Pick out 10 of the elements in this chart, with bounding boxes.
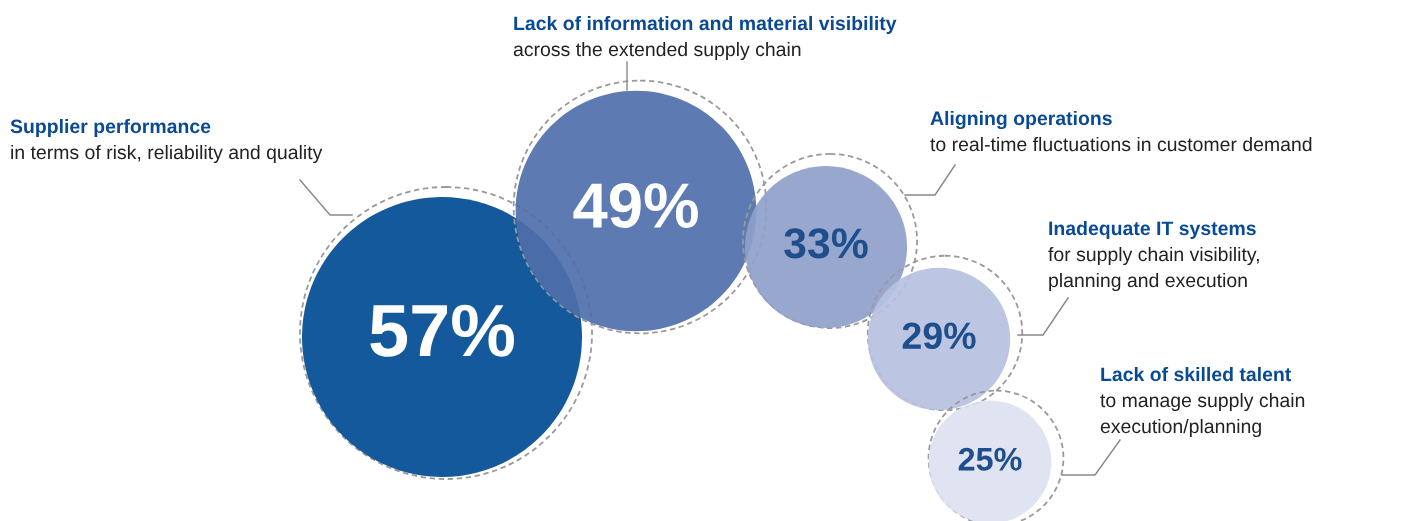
category-label: Supplier performance in terms of risk, reliability and quality bbox=[10, 118, 323, 164]
category-label: Inadequate IT systems for supply chain visibility, planning and execution bbox=[1048, 220, 1259, 292]
category-label: Aligning operations to real-time fluctuations in customer demand bbox=[930, 110, 1312, 152]
data-label: 25% bbox=[958, 447, 1022, 471]
category-label: Lack of information and material visibility across the extended supply chain bbox=[513, 15, 897, 61]
data-label: 33% bbox=[784, 228, 868, 259]
data-label: 49% bbox=[573, 183, 698, 229]
category-label: Lack of skilled talent to manage supply chain execution/planning bbox=[1100, 366, 1305, 438]
data-label: 29% bbox=[902, 322, 976, 350]
data-label: 57% bbox=[370, 304, 514, 357]
